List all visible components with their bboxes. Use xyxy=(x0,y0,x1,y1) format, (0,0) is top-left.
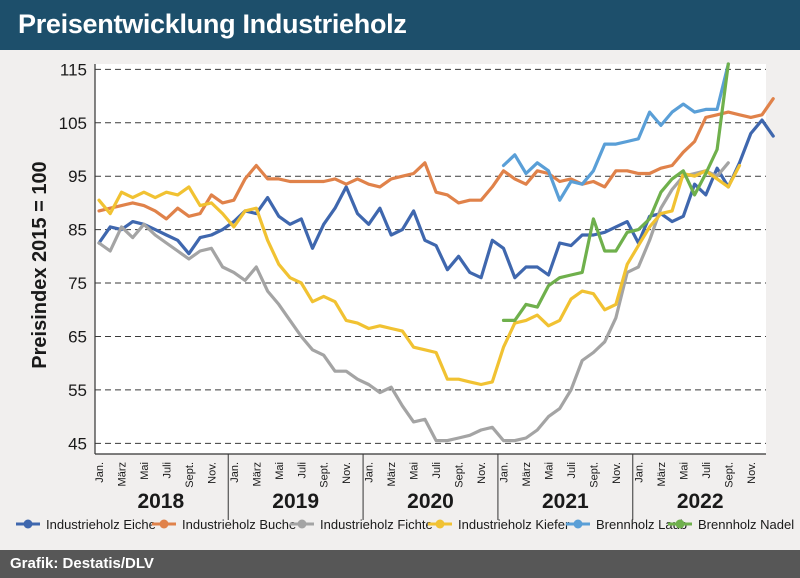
series-line xyxy=(501,62,730,322)
y-tick-label: 95 xyxy=(68,167,87,186)
legend-swatch-marker xyxy=(159,519,169,529)
x-tick-label: Sept. xyxy=(319,462,331,488)
x-tick-label: Juli xyxy=(431,462,443,479)
x-tick-label: Mai xyxy=(139,462,151,480)
series-line xyxy=(97,161,730,443)
x-tick-label: März xyxy=(386,462,398,486)
x-tick-label: Mai xyxy=(409,462,421,480)
series-line xyxy=(97,163,742,387)
x-tick-label: Jan. xyxy=(499,462,511,483)
x-tick-label: Jan. xyxy=(364,462,376,483)
legend-label: Industrieholz Eiche xyxy=(46,517,156,532)
legend-swatch-marker xyxy=(573,519,583,529)
legend-swatch-marker xyxy=(23,519,33,529)
x-tick-label: März xyxy=(251,462,263,486)
chart-title: Preisentwicklung Industrieholz xyxy=(18,9,407,39)
x-tick-label: Nov. xyxy=(476,462,488,484)
series-line xyxy=(97,97,775,221)
x-tick-label: Mai xyxy=(678,462,690,480)
x-tick-label: Juli xyxy=(701,462,713,479)
x-tick-label: Nov. xyxy=(746,462,758,484)
x-tick-label: Juli xyxy=(566,462,578,479)
legend-label: Industrieholz Kiefer xyxy=(458,517,570,532)
x-tick-label: Sept. xyxy=(454,462,466,488)
x-tick-label: Mai xyxy=(274,462,286,480)
plot-background xyxy=(95,64,766,454)
y-tick-label: 85 xyxy=(68,221,87,240)
x-tick-label: Sept. xyxy=(588,462,600,488)
series-line xyxy=(501,62,730,202)
legend-label: Brennholz Laub xyxy=(596,517,687,532)
year-label: 2019 xyxy=(272,490,319,513)
y-tick-label: 65 xyxy=(68,327,87,346)
x-tick-label: Sept. xyxy=(184,462,196,488)
source-label: Grafik: Destatis/DLV xyxy=(10,555,154,572)
x-tick-label: Nov. xyxy=(611,462,623,484)
x-tick-label: Jan. xyxy=(94,462,106,483)
y-tick-label: 75 xyxy=(68,274,87,293)
legend-swatch-marker xyxy=(297,519,307,529)
y-tick-label: 45 xyxy=(68,434,87,453)
y-axis-label: Preisindex 2015 = 100 xyxy=(29,161,51,368)
x-tick-label: Mai xyxy=(543,462,555,480)
source-bar: Grafik: Destatis/DLV xyxy=(0,550,800,578)
legend-label: Industrieholz Fichte xyxy=(320,517,433,532)
legend-swatch-marker xyxy=(435,519,445,529)
y-tick-label: 115 xyxy=(60,60,87,79)
year-label: 2021 xyxy=(542,490,589,513)
x-tick-label: Nov. xyxy=(341,462,353,484)
x-tick-label: März xyxy=(116,462,128,486)
x-tick-label: Juli xyxy=(296,462,308,479)
legend-label: Brennholz Nadel xyxy=(698,517,794,532)
x-tick-label: Jan. xyxy=(633,462,645,483)
legend-swatch-marker xyxy=(675,519,685,529)
x-tick-label: Sept. xyxy=(723,462,735,488)
year-label: 2020 xyxy=(407,490,454,513)
x-tick-label: März xyxy=(656,462,668,486)
y-tick-label: 55 xyxy=(68,381,87,400)
y-tick-label: 105 xyxy=(59,114,87,133)
x-tick-label: Juli xyxy=(161,462,173,479)
line-chart: 45 55 65 75 85 95 105 115 Preisindex 2015 = 100 J… xyxy=(16,60,794,532)
x-tick-label: März xyxy=(521,462,533,486)
year-label: 2022 xyxy=(677,490,724,513)
year-label: 2018 xyxy=(137,490,184,513)
x-tick-label: Nov. xyxy=(206,462,218,484)
title-bar: Preisentwicklung Industrieholz xyxy=(0,0,800,50)
x-tick-label: Jan. xyxy=(229,462,241,483)
legend-label: Industrieholz Buche xyxy=(182,517,296,532)
